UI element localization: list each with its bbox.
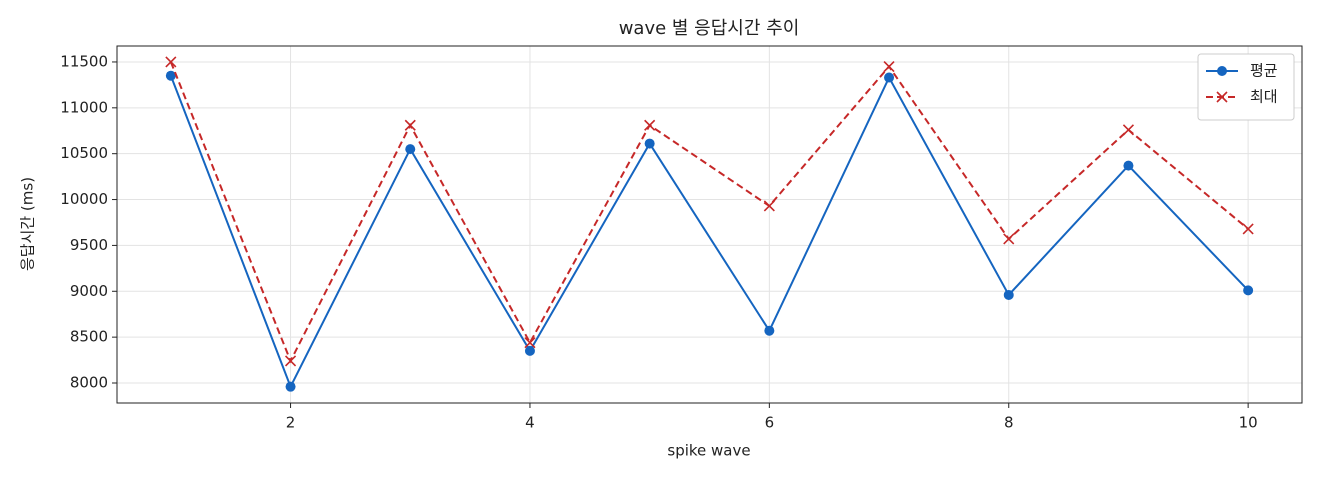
y-tick-label: 8500 [70,328,108,346]
y-tick-label: 8000 [70,374,108,392]
y-tick-label: 10000 [60,190,108,208]
y-tick-label: 9000 [70,282,108,300]
marker [883,60,895,73]
legend-label: 평균 [1250,62,1278,80]
series-line [169,61,1249,364]
marker [404,119,416,131]
legend-marker [1216,91,1228,103]
chart-title: wave 별 응답시간 추이 [619,18,800,39]
marker [1122,124,1135,136]
x-tick-label: 8 [1004,414,1014,432]
marker [1003,233,1015,245]
x-axis-label: spike wave [667,442,750,460]
series-line [169,75,1249,390]
x-tick-label: 2 [286,414,296,432]
x-tick-label: 6 [765,414,775,432]
marker [405,144,416,155]
y-tick-label: 11000 [60,98,108,116]
x-tick-label: 4 [525,414,535,432]
y-tick-label: 10500 [60,144,108,162]
marker [763,200,775,212]
marker [1003,289,1014,300]
legend-box [1197,53,1295,121]
marker [284,355,297,367]
marker [644,138,655,149]
legend-marker [1217,66,1227,76]
marker [524,337,536,349]
marker [524,345,535,356]
y-tick-label: 9500 [70,236,108,254]
y-tick-label: 11500 [60,52,108,70]
x-tick-label: 10 [1239,414,1258,432]
legend-label: 최대 [1250,88,1278,106]
marker [884,72,895,83]
marker [1123,160,1134,171]
marker [644,119,656,131]
y-axis-label: 응답시간 (ms) [19,177,37,271]
marker [285,381,296,392]
marker [165,70,176,81]
plot-frame [116,45,1303,404]
marker [1243,285,1254,296]
marker [165,56,177,68]
marker [764,325,775,336]
marker [1242,223,1254,235]
